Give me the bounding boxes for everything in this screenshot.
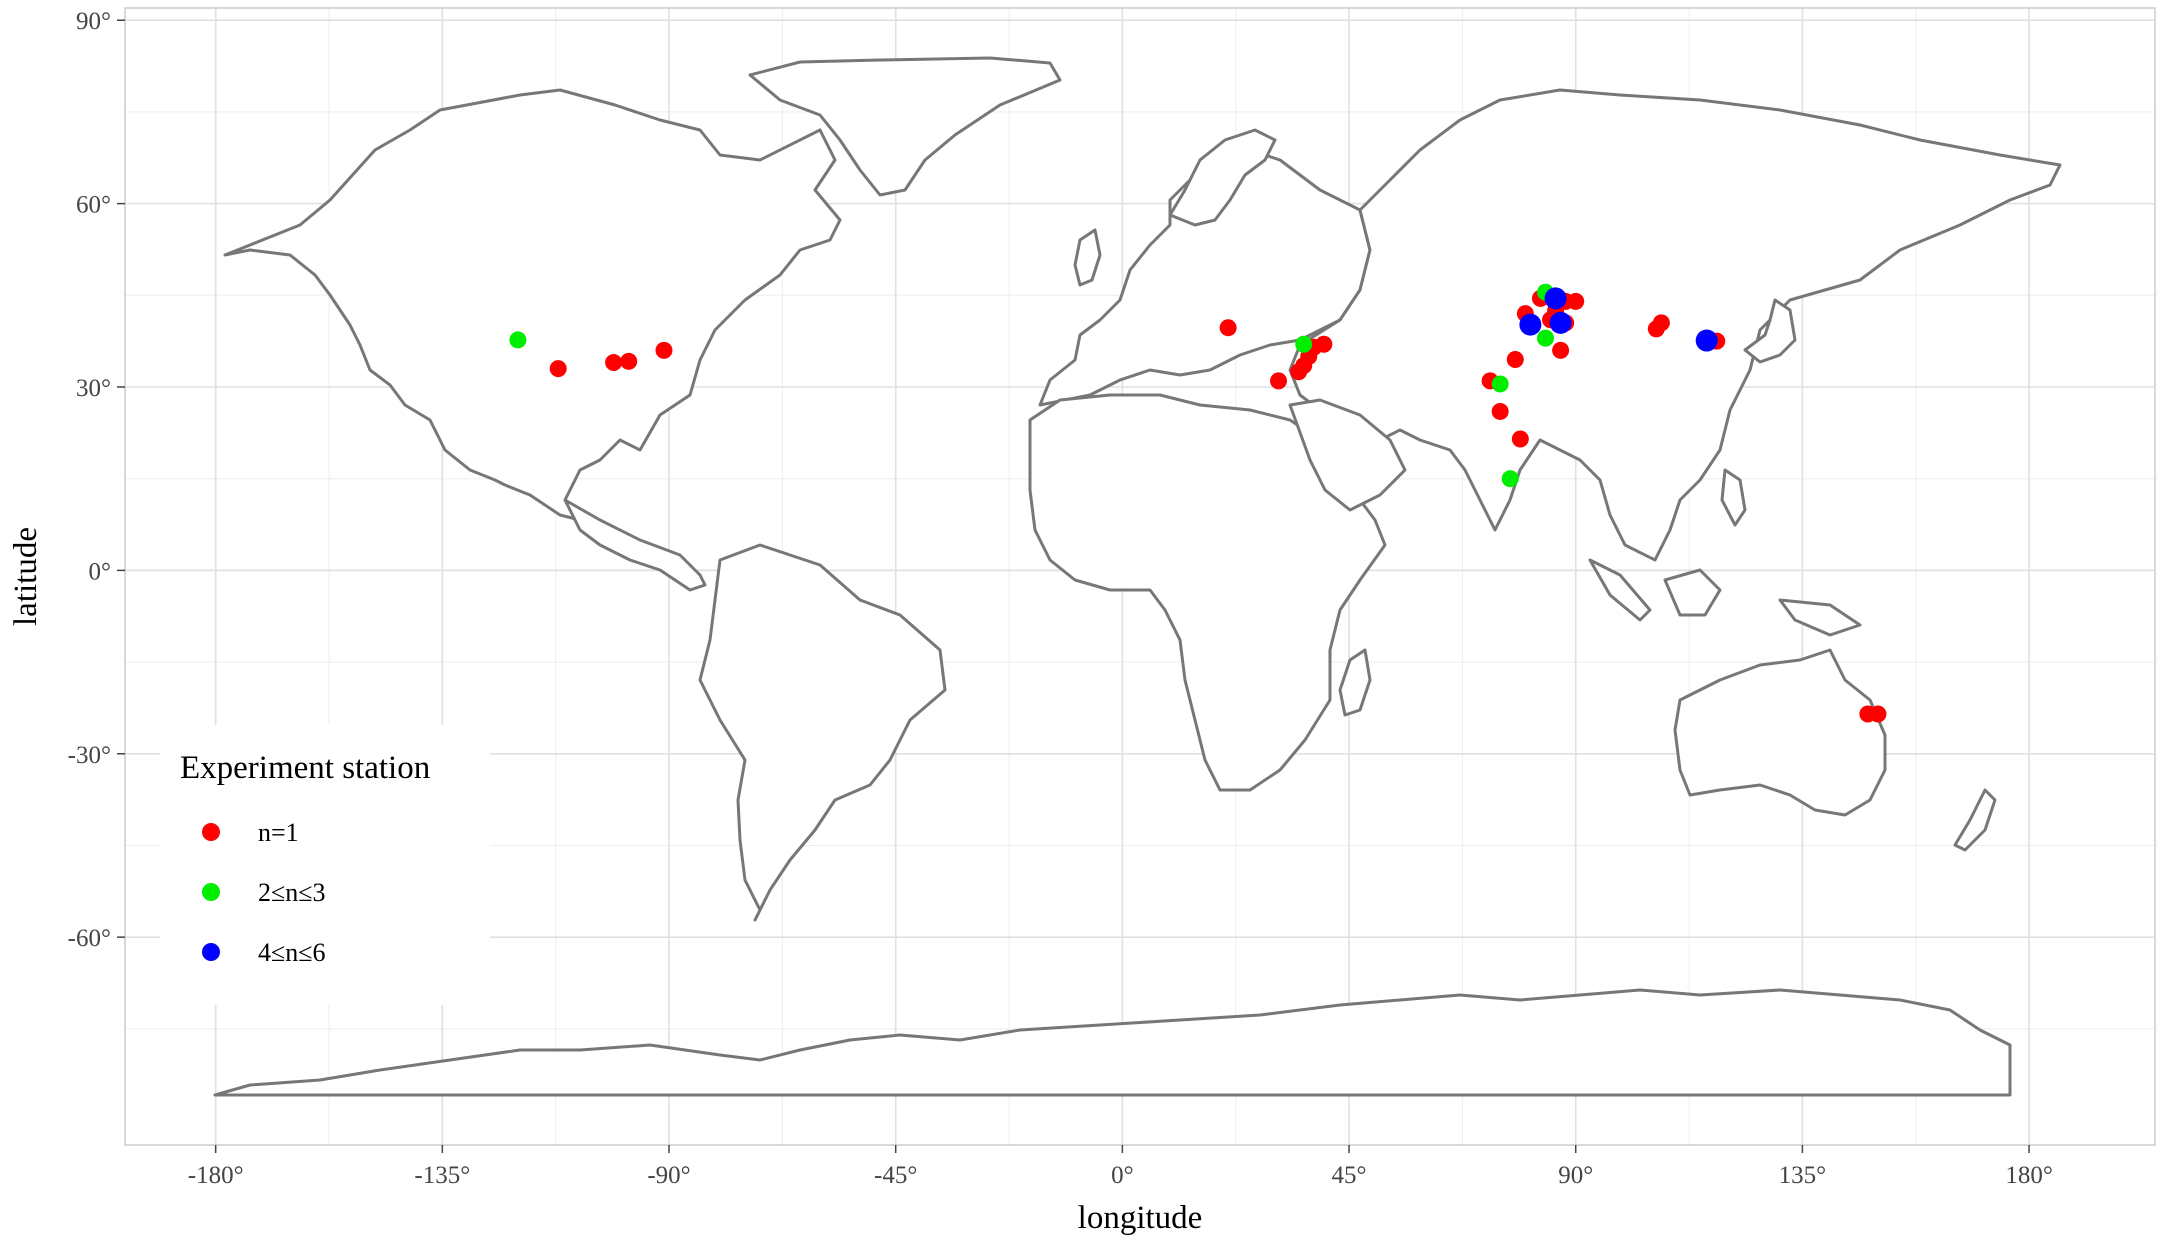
station-point — [1869, 705, 1887, 723]
x-tick-label: 90° — [1558, 1162, 1593, 1189]
new-zealand-landmass — [1953, 788, 1997, 852]
y-tick-label: 60° — [76, 192, 111, 219]
y-tick-label: 90° — [76, 8, 111, 35]
station-point — [1295, 335, 1313, 353]
station-point — [549, 360, 567, 378]
station-point — [1315, 335, 1333, 353]
japan-landmass — [1743, 298, 1797, 364]
station-point — [655, 341, 673, 359]
station-points — [509, 283, 1887, 723]
y-tick-label: -30° — [68, 742, 111, 769]
europe-landmass — [1038, 148, 1372, 407]
british-isles-landmass — [1073, 228, 1102, 287]
x-tick-label: 45° — [1332, 1162, 1367, 1189]
station-point — [605, 354, 623, 372]
station-point — [1567, 292, 1585, 310]
greenland-landmass — [748, 56, 1062, 197]
station-point — [620, 352, 638, 370]
legend-key-dot — [202, 883, 220, 901]
australia-landmass — [1673, 648, 1887, 817]
x-tick-label: -45° — [874, 1162, 917, 1189]
station-point — [1511, 430, 1529, 448]
scandinavia-landmass — [1168, 128, 1277, 227]
plot-panel-border — [124, 7, 2156, 1146]
station-point — [1270, 372, 1288, 390]
station-point — [1506, 350, 1524, 368]
north-america-landmass — [223, 88, 842, 522]
antarctica-landmass — [213, 988, 2012, 1097]
sumatra-landmass — [1588, 558, 1652, 622]
south-america-landmass — [698, 543, 947, 922]
station-point — [1501, 470, 1519, 488]
x-tick-label: 135° — [1779, 1162, 1827, 1189]
madagascar-landmass — [1338, 648, 1372, 717]
africa-landmass — [1028, 393, 1387, 792]
philippines-landmass — [1720, 468, 1747, 527]
x-tick-label: -180° — [188, 1162, 244, 1189]
legend-entry-label: 2≤n≤3 — [258, 878, 326, 907]
legend-title: Experiment station — [180, 750, 430, 786]
station-point — [1652, 314, 1670, 332]
y-axis-title: latitude — [8, 527, 44, 626]
x-axis-title: longitude — [1078, 1200, 1203, 1236]
y-tick-label: 30° — [76, 375, 111, 402]
legend-entry-label: n=1 — [258, 818, 299, 847]
station-point — [1536, 329, 1554, 347]
new-guinea-landmass — [1778, 598, 1862, 637]
legend-key-dot — [202, 943, 220, 961]
station-point — [509, 331, 527, 349]
x-tick-label: -90° — [647, 1162, 690, 1189]
legend-entry-label: 4≤n≤6 — [258, 938, 326, 967]
station-point — [1549, 311, 1572, 334]
legend-key-dot — [202, 823, 220, 841]
asia-landmass — [1288, 88, 2062, 562]
station-point — [1544, 287, 1567, 310]
central-america-landmass — [563, 498, 707, 592]
y-tick-label: -60° — [68, 925, 111, 952]
station-point — [1552, 341, 1570, 359]
legend: Experiment station n=1 2≤n≤3 4≤n≤6 — [160, 725, 490, 1005]
borneo-landmass — [1663, 568, 1722, 617]
x-tick-label: 0° — [1111, 1162, 1134, 1189]
x-tick-label: 180° — [2005, 1162, 2053, 1189]
x-tick-label: -135° — [414, 1162, 470, 1189]
station-point — [1491, 402, 1509, 420]
station-point — [1695, 329, 1718, 352]
station-point — [1519, 313, 1542, 336]
y-tick-label: 0° — [89, 558, 112, 585]
land-masses — [213, 56, 2062, 1097]
axes: -180° -135° -90° -45° 0° 45° 90° 135° 180° -60° -3… — [8, 8, 2053, 1236]
station-point — [1219, 319, 1237, 337]
station-point — [1491, 375, 1509, 393]
arabian-peninsula-landmass — [1288, 398, 1407, 512]
